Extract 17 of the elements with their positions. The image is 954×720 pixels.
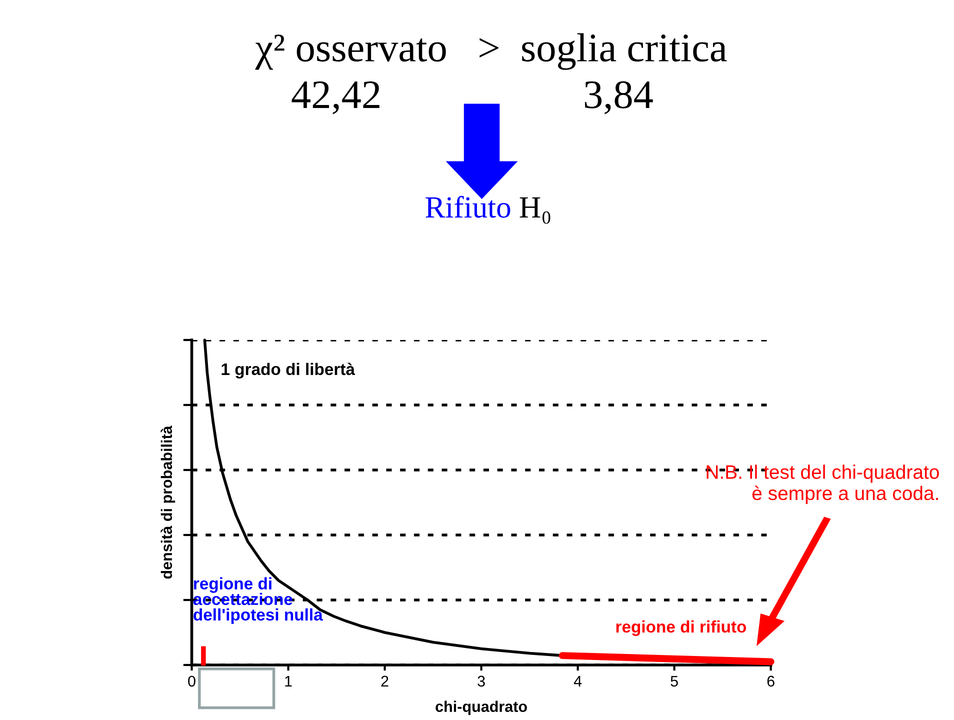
annotation: regione di accettazione dell'ipotesi nulla (193, 577, 323, 624)
x-tick-label: 5 (670, 676, 678, 687)
x-tick-label: 6 (767, 676, 774, 687)
annotation: regione di rifiuto (616, 620, 746, 636)
x-axis-title: chi-quadrato (436, 700, 527, 716)
annotation: N.B. Il test del chi-quadrato è sempre a una coda. (706, 464, 939, 504)
x-tick-label: 0 (188, 676, 196, 687)
y-axis-title: densità di probabilità (160, 426, 176, 579)
chart-subtitle: 42,42 3,84 (292, 81, 653, 114)
x-tick-label: 2 (381, 676, 388, 686)
text: H₀ (520, 197, 550, 224)
x-tick-label: 4 (574, 676, 582, 686)
chart-title: χ² osservato > soglia critica (255, 33, 727, 70)
annotation: 1 grado di libertà (222, 362, 356, 378)
text: Rifiuto (426, 196, 510, 218)
x-tick-label: 3 (478, 676, 485, 687)
x-tick-label: 1 (285, 676, 292, 686)
